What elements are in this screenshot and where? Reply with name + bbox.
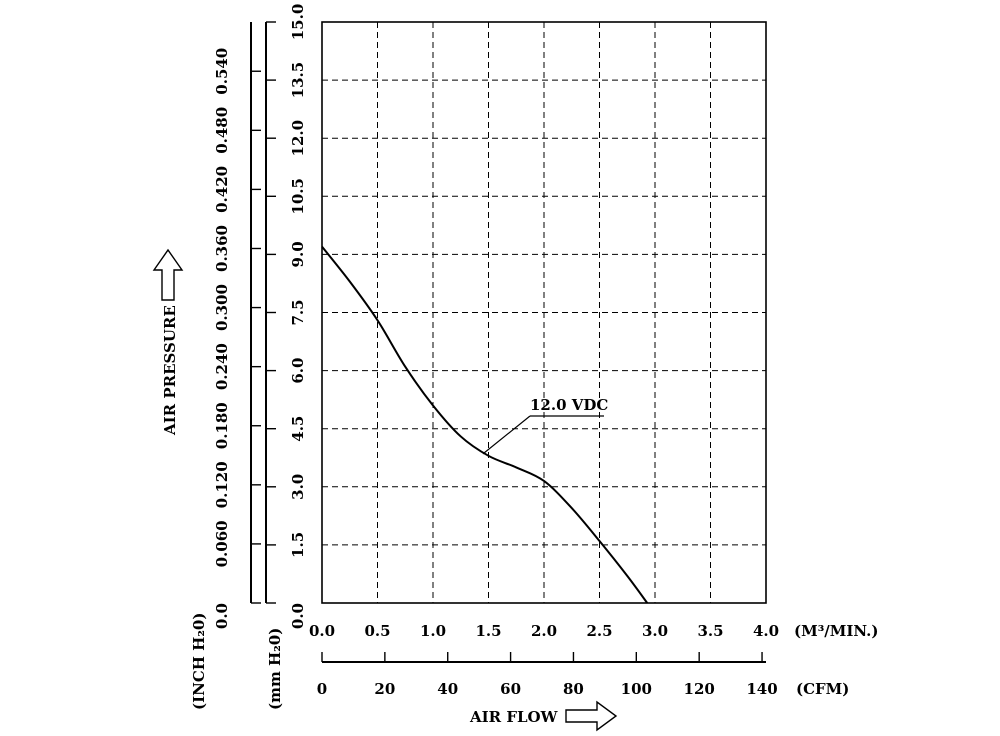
mm-tick-label: 13.5 xyxy=(289,62,307,99)
inch-tick-label: 0.300 xyxy=(213,284,231,331)
m3-tick-label: 2.5 xyxy=(586,622,612,640)
mm-tick-label: 1.5 xyxy=(289,532,307,558)
inch-unit-label: (INCH H₂0) xyxy=(190,613,208,710)
inch-tick-label: 0.360 xyxy=(213,225,231,272)
mm-tick-label: 0.0 xyxy=(289,603,307,629)
mm-unit-label: (mm H₂0) xyxy=(266,628,284,710)
inch-tick-label: 0.0 xyxy=(213,603,231,629)
m3-tick-label: 0.5 xyxy=(364,622,390,640)
m3-unit-label: (M³/MIN.) xyxy=(794,622,878,640)
inch-tick-label: 0.120 xyxy=(213,461,231,508)
grid-lines xyxy=(322,22,766,603)
annotation-leader-line xyxy=(482,415,531,455)
cfm-tick-label: 20 xyxy=(374,680,395,698)
x-axis-title: AIR FLOW xyxy=(469,708,559,726)
m3-tick-label: 3.5 xyxy=(697,622,723,640)
cfm-tick-label: 120 xyxy=(684,680,715,698)
m3-tick-label: 1.5 xyxy=(475,622,501,640)
cfm-tick-label: 80 xyxy=(563,680,584,698)
cfm-unit-label: (CFM) xyxy=(796,680,849,698)
cfm-tick-labels: 0 20 40 60 80 100 120 140 xyxy=(317,652,778,698)
inch-tick-label: 0.060 xyxy=(213,520,231,567)
annotation-label: 12.0 VDC xyxy=(530,396,608,414)
m3-tick-label: 3.0 xyxy=(642,622,668,640)
y-axis-title: AIR PRESSURE xyxy=(161,305,179,436)
inch-tick-labels: 0.0 0.060 0.120 0.180 0.240 0.300 0.360 0.420 0.… xyxy=(213,48,261,629)
cfm-tick-label: 140 xyxy=(746,680,777,698)
inch-tick-label: 0.240 xyxy=(213,343,231,390)
mm-tick-label: 10.5 xyxy=(289,178,307,215)
mm-tick-labels: 0.0 1.5 3.0 4.5 6.0 7.5 9.0 10.5 12.0 13.5 15.0 xyxy=(266,4,307,629)
mm-tick-label: 9.0 xyxy=(289,241,307,267)
mm-tick-label: 12.0 xyxy=(289,120,307,157)
inch-tick-label: 0.540 xyxy=(213,48,231,95)
m3-tick-label: 1.0 xyxy=(420,622,446,640)
m3-tick-labels: 0.0 0.5 1.0 1.5 2.0 2.5 3.0 3.5 4.0 xyxy=(309,622,779,640)
inch-tick-label: 0.480 xyxy=(213,107,231,154)
cfm-tick-label: 40 xyxy=(437,680,458,698)
cfm-tick-label: 60 xyxy=(500,680,521,698)
mm-tick-label: 7.5 xyxy=(289,299,307,325)
up-arrow-icon xyxy=(152,248,184,301)
series-line xyxy=(321,246,649,604)
plot-frame xyxy=(321,21,767,604)
cfm-tick-label: 100 xyxy=(621,680,652,698)
m3-tick-label: 0.0 xyxy=(309,622,335,640)
inch-tick-label: 0.180 xyxy=(213,402,231,449)
m3-tick-label: 2.0 xyxy=(531,622,557,640)
cfm-tick-label: 0 xyxy=(317,680,327,698)
inch-tick-label: 0.420 xyxy=(213,166,231,213)
right-arrow-icon xyxy=(565,700,618,732)
mm-tick-label: 15.0 xyxy=(289,4,307,41)
mm-tick-label: 4.5 xyxy=(289,416,307,442)
mm-tick-label: 3.0 xyxy=(289,474,307,500)
curve-layer xyxy=(321,246,649,604)
mm-tick-label: 6.0 xyxy=(289,358,307,384)
m3-tick-label: 4.0 xyxy=(753,622,779,640)
